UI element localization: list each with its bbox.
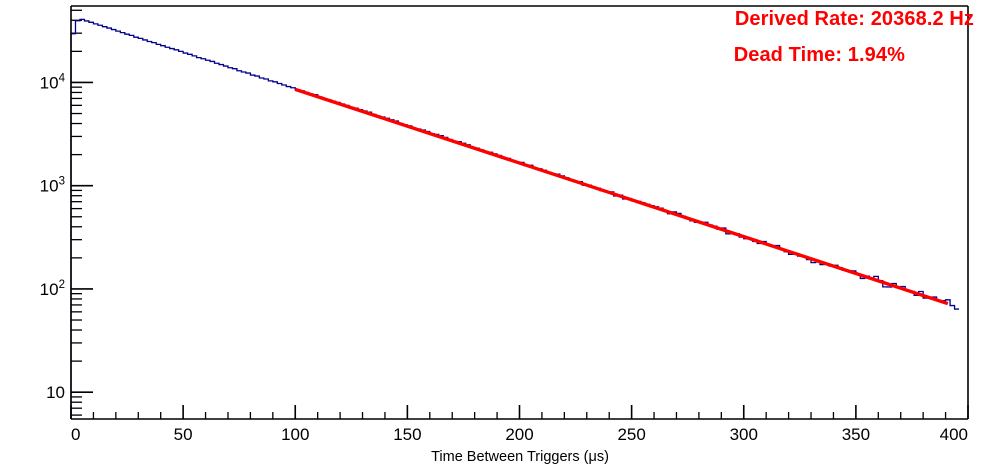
x-axis-tick-labels: 0 50 100 150 200 250 300 350 400 xyxy=(71,425,968,444)
derived-rate-annotation: Derived Rate: 20368.2 Hz xyxy=(734,8,974,30)
x-axis-tick-label: 0 xyxy=(71,425,80,444)
x-axis-tick-label: 300 xyxy=(730,425,758,444)
exponential-fit-line xyxy=(294,87,949,306)
y-axis-minor-ticks xyxy=(71,9,82,416)
x-axis-tick-label: 200 xyxy=(505,425,533,444)
x-axis-tick-label: 100 xyxy=(281,425,309,444)
x-axis-tick-label: 150 xyxy=(393,425,421,444)
x-axis-tick-label: 250 xyxy=(617,425,645,444)
dead-time-annotation: Dead Time: 1.94% xyxy=(733,44,905,66)
x-axis-tick-label: 350 xyxy=(842,425,870,444)
x-axis-tick-label: 50 xyxy=(174,425,193,444)
x-axis-minor-ticks xyxy=(92,412,947,419)
plot-frame xyxy=(70,5,969,420)
y-axis-tick-label: 10 xyxy=(46,383,65,402)
x-axis-title: Time Between Triggers (μs) xyxy=(431,449,609,465)
x-axis-tick-label: 400 xyxy=(940,425,968,444)
y-axis-major-ticks xyxy=(71,81,93,393)
